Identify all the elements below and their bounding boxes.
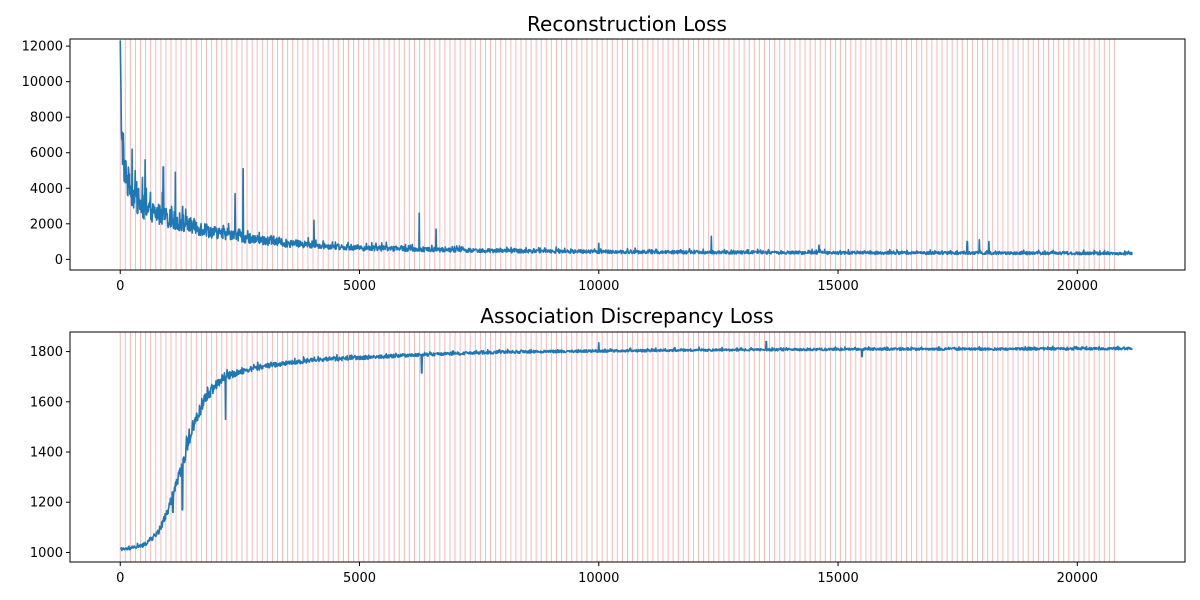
chart-title: Reconstruction Loss <box>527 12 727 36</box>
x-tick-label: 5000 <box>343 571 376 586</box>
series-layer <box>119 340 1133 552</box>
association-discrepancy-loss-panel: Association Discrepancy Loss 0 5000 10000 1… <box>30 304 1186 586</box>
x-tick-label: 0 <box>116 279 124 294</box>
x-tick-label: 0 <box>116 571 124 586</box>
x-tick-label: 10000 <box>578 279 619 294</box>
x-tick-label: 15000 <box>817 571 858 586</box>
plot-area-frame <box>69 331 1186 563</box>
x-axis: 0 5000 10000 15000 20000 <box>116 562 1098 586</box>
epoch-markers <box>119 39 1115 270</box>
y-axis: 0 2000 4000 6000 8000 10000 12000 <box>22 40 70 268</box>
y-tick-label: 2000 <box>30 217 63 232</box>
x-tick-label: 5000 <box>343 279 376 294</box>
x-tick-label: 20000 <box>1057 279 1098 294</box>
y-tick-label: 1000 <box>30 546 63 561</box>
chart-title: Association Discrepancy Loss <box>480 304 773 328</box>
y-tick-label: 12000 <box>22 40 63 55</box>
series-layer <box>119 40 1133 256</box>
series-line <box>119 40 1133 256</box>
x-axis: 0 5000 10000 15000 20000 <box>116 270 1098 294</box>
x-tick-label: 15000 <box>817 279 858 294</box>
epoch-markers <box>119 332 1115 562</box>
y-tick-label: 1400 <box>30 446 63 461</box>
plot-area-frame <box>69 38 1186 271</box>
y-tick-label: 0 <box>55 253 63 268</box>
x-tick-label: 20000 <box>1057 571 1098 586</box>
y-tick-label: 1200 <box>30 496 63 511</box>
y-tick-label: 4000 <box>30 182 63 197</box>
y-tick-label: 6000 <box>30 146 63 161</box>
y-tick-label: 10000 <box>22 75 63 90</box>
y-tick-label: 1600 <box>30 395 63 410</box>
x-tick-label: 10000 <box>578 571 619 586</box>
y-tick-label: 8000 <box>30 111 63 126</box>
y-tick-label: 1800 <box>30 345 63 360</box>
reconstruction-loss-panel: Reconstruction Loss 0 5000 10000 15000 20000… <box>22 12 1186 294</box>
y-axis: 1000 1200 1400 1600 1800 <box>30 345 70 561</box>
series-line <box>119 340 1133 552</box>
